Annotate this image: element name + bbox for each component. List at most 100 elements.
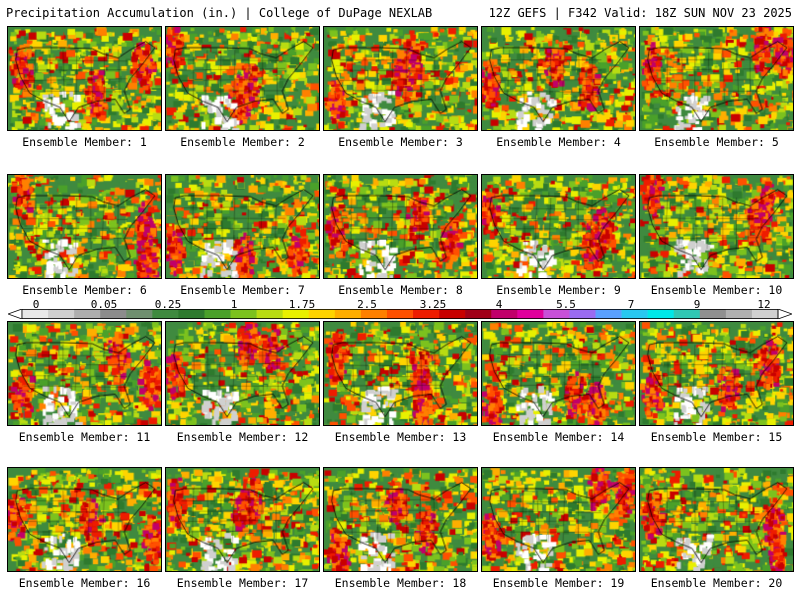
precip-map bbox=[323, 26, 478, 131]
colorbar-swatch bbox=[334, 309, 362, 319]
ensemble-panel[interactable]: Ensemble Member: 13 bbox=[323, 321, 478, 444]
ensemble-panel[interactable]: Ensemble Member: 12 bbox=[165, 321, 320, 444]
ensemble-panel[interactable]: Ensemble Member: 15 bbox=[639, 321, 794, 444]
ensemble-panel[interactable]: Ensemble Member: 10 bbox=[639, 174, 794, 297]
colorbar-swatch bbox=[725, 309, 753, 319]
member-label: Ensemble Member: 18 bbox=[334, 576, 467, 590]
precip-map bbox=[481, 467, 636, 572]
precip-map bbox=[323, 467, 478, 572]
member-label: Ensemble Member: 7 bbox=[180, 283, 305, 297]
colorbar-swatch bbox=[621, 309, 648, 319]
header-title-left: Precipitation Accumulation (in.) | Colle… bbox=[6, 6, 433, 20]
colorbar-tick-label: 0.25 bbox=[154, 298, 182, 311]
colorbar-swatch bbox=[22, 309, 49, 319]
colorbar-swatch bbox=[465, 309, 492, 319]
precip-colorbar bbox=[8, 309, 792, 319]
header-title-right: 12Z GEFS | F342 Valid: 18Z SUN NOV 23 20… bbox=[488, 6, 792, 20]
member-label: Ensemble Member: 14 bbox=[492, 430, 625, 444]
colorbar-tick-label: 7 bbox=[627, 298, 635, 311]
precip-map bbox=[639, 321, 794, 426]
member-label: Ensemble Member: 2 bbox=[180, 135, 305, 149]
colorbar-swatch bbox=[569, 309, 596, 319]
precip-map bbox=[7, 174, 162, 279]
colorbar-swatch bbox=[360, 309, 388, 319]
precip-map bbox=[165, 174, 320, 279]
precip-map bbox=[639, 467, 794, 572]
colorbar-tick-label: 0.05 bbox=[90, 298, 118, 311]
colorbar-swatch bbox=[751, 309, 779, 319]
colorbar-swatch bbox=[230, 309, 257, 319]
colorbar-tick-label: 12 bbox=[757, 298, 771, 311]
colorbar-tick-label: 9 bbox=[693, 298, 701, 311]
colorbar-swatch bbox=[282, 309, 310, 319]
colorbar-swatch bbox=[491, 309, 518, 319]
member-label: Ensemble Member: 6 bbox=[22, 283, 147, 297]
member-label: Ensemble Member: 11 bbox=[18, 430, 151, 444]
precip-map bbox=[7, 467, 162, 572]
precip-map bbox=[165, 26, 320, 131]
ensemble-panel[interactable]: Ensemble Member: 19 bbox=[481, 467, 636, 590]
ensemble-panel[interactable]: Ensemble Member: 16 bbox=[7, 467, 162, 590]
ensemble-panel[interactable]: Ensemble Member: 14 bbox=[481, 321, 636, 444]
precip-map bbox=[7, 26, 162, 131]
colorbar-swatch bbox=[699, 309, 727, 319]
member-label: Ensemble Member: 4 bbox=[496, 135, 621, 149]
colorbar-swatch bbox=[126, 309, 153, 319]
colorbar-swatch bbox=[256, 309, 283, 319]
colorbar-swatch bbox=[48, 309, 75, 319]
colorbar-max-arrow bbox=[777, 309, 792, 319]
colorbar-swatch bbox=[386, 309, 414, 319]
precip-map bbox=[165, 321, 320, 426]
ensemble-panel[interactable]: Ensemble Member: 7 bbox=[165, 174, 320, 297]
ensemble-panel[interactable]: Ensemble Member: 2 bbox=[165, 26, 320, 149]
colorbar-frame bbox=[21, 309, 779, 319]
colorbar-tick-label: 1 bbox=[230, 298, 238, 311]
precip-map bbox=[639, 26, 794, 131]
ensemble-panel[interactable]: Ensemble Member: 8 bbox=[323, 174, 478, 297]
member-label: Ensemble Member: 19 bbox=[492, 576, 625, 590]
precip-map bbox=[7, 321, 162, 426]
ensemble-panel[interactable]: Ensemble Member: 11 bbox=[7, 321, 162, 444]
precip-map bbox=[639, 174, 794, 279]
precip-map bbox=[323, 174, 478, 279]
colorbar-swatch bbox=[413, 309, 440, 319]
member-label: Ensemble Member: 8 bbox=[338, 283, 463, 297]
member-label: Ensemble Member: 12 bbox=[176, 430, 309, 444]
ensemble-panel[interactable]: Ensemble Member: 18 bbox=[323, 467, 478, 590]
colorbar-swatch bbox=[439, 309, 466, 319]
ensemble-panel[interactable]: Ensemble Member: 5 bbox=[639, 26, 794, 149]
precip-map bbox=[481, 321, 636, 426]
colorbar-swatch bbox=[100, 309, 127, 319]
colorbar-swatch bbox=[308, 309, 336, 319]
member-label: Ensemble Member: 16 bbox=[18, 576, 151, 590]
colorbar-swatch bbox=[204, 309, 231, 319]
colorbar-swatch bbox=[152, 309, 179, 319]
colorbar-swatch bbox=[673, 309, 701, 319]
precip-map bbox=[323, 321, 478, 426]
ensemble-panel[interactable]: Ensemble Member: 3 bbox=[323, 26, 478, 149]
colorbar-labels: 0 0.05 0.25 1 1.75 2.5 3.25 4 5.5 7 9 12 bbox=[0, 298, 800, 311]
ensemble-panel[interactable]: Ensemble Member: 20 bbox=[639, 467, 794, 590]
member-label: Ensemble Member: 5 bbox=[654, 135, 779, 149]
member-label: Ensemble Member: 20 bbox=[650, 576, 783, 590]
ensemble-panel[interactable]: Ensemble Member: 1 bbox=[7, 26, 162, 149]
colorbar-swatch bbox=[178, 309, 205, 319]
colorbar-swatch bbox=[543, 309, 570, 319]
precip-map bbox=[165, 467, 320, 572]
ensemble-panel[interactable]: Ensemble Member: 6 bbox=[7, 174, 162, 297]
member-label: Ensemble Member: 15 bbox=[650, 430, 783, 444]
member-label: Ensemble Member: 13 bbox=[334, 430, 467, 444]
precip-map bbox=[481, 26, 636, 131]
colorbar-tick-label: 5.5 bbox=[556, 298, 576, 311]
colorbar-swatch bbox=[517, 309, 544, 319]
precip-map bbox=[481, 174, 636, 279]
colorbar-tick-label: 2.5 bbox=[357, 298, 377, 311]
colorbar-swatch bbox=[74, 309, 101, 319]
ensemble-panel[interactable]: Ensemble Member: 17 bbox=[165, 467, 320, 590]
ensemble-panel[interactable]: Ensemble Member: 4 bbox=[481, 26, 636, 149]
ensemble-panel[interactable]: Ensemble Member: 9 bbox=[481, 174, 636, 297]
member-label: Ensemble Member: 9 bbox=[496, 283, 621, 297]
colorbar-tick-label: 3.25 bbox=[419, 298, 447, 311]
member-label: Ensemble Member: 17 bbox=[176, 576, 309, 590]
colorbar-swatch bbox=[595, 309, 622, 319]
